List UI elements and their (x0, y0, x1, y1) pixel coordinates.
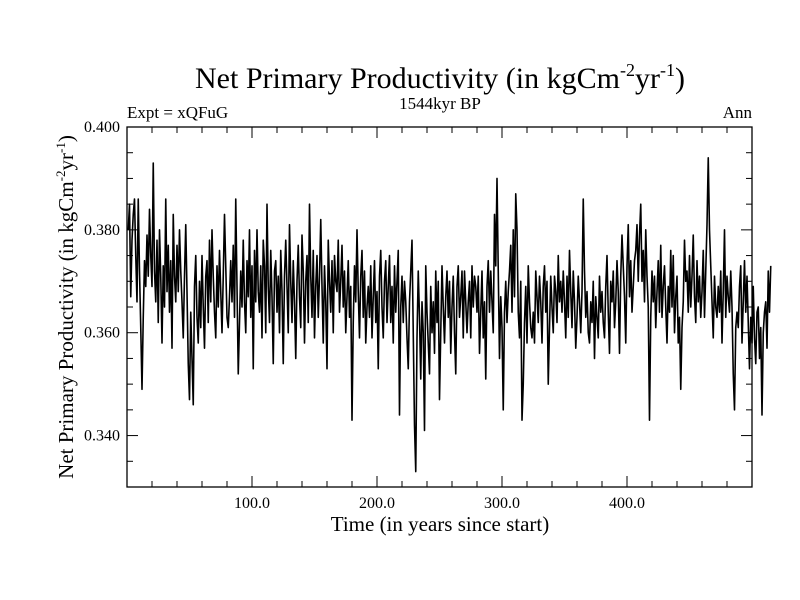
y-axis-label: Net Primary Productivity (in kgCm-2yr-1) (53, 135, 78, 479)
axis-ticks (127, 127, 752, 487)
y-tick-label: 0.360 (84, 325, 120, 342)
x-tick-label: 200.0 (359, 495, 395, 512)
y-tick-label: 0.380 (84, 222, 120, 239)
x-tick-label: 100.0 (234, 495, 270, 512)
experiment-label: Expt = xQFuG (127, 103, 228, 122)
series-layer (127, 157, 772, 473)
x-tick-label: 400.0 (609, 495, 645, 512)
chart-title: Net Primary Productivity (in kgCm-2yr-1) (195, 60, 685, 95)
y-tick-label: 0.400 (84, 119, 120, 136)
x-axis-label: Time (in years since start) (331, 512, 550, 536)
y-tick-label: 0.340 (84, 428, 120, 445)
x-tick-label: 300.0 (484, 495, 520, 512)
axis-tick-labels: 100.0 200.0 300.0 400.0 0.340 0.360 0.380 0.400 (84, 119, 645, 512)
period-label: 1544kyr BP (399, 94, 481, 113)
series-line (127, 157, 772, 473)
season-label: Ann (723, 103, 753, 122)
plot-frame (126, 126, 753, 488)
